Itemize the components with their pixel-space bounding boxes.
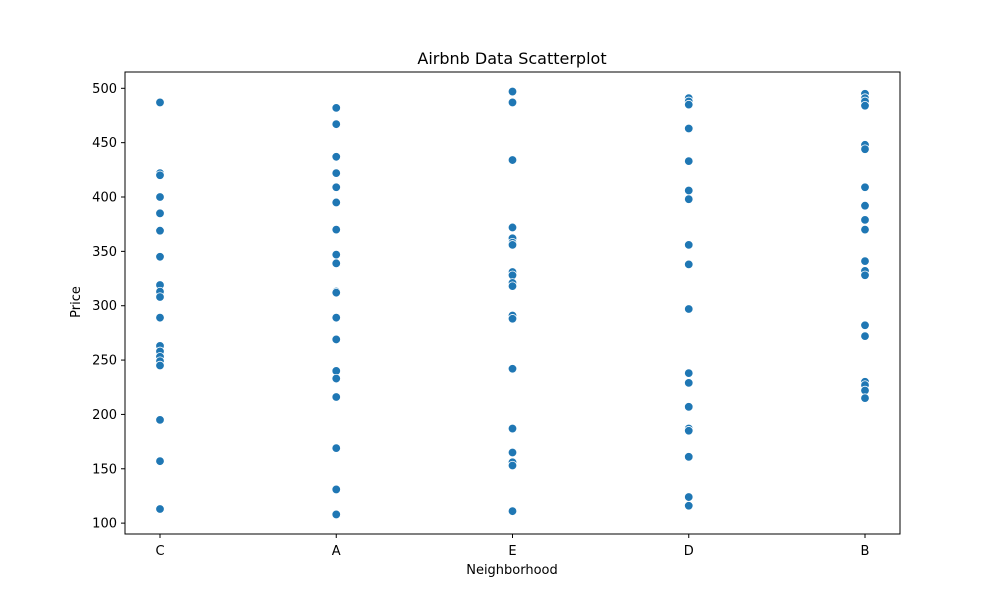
data-point (155, 252, 165, 262)
data-point (507, 423, 518, 434)
x-axis-label: Neighborhood (466, 563, 558, 578)
data-point (860, 144, 870, 154)
data-point (684, 402, 694, 412)
data-point (860, 331, 870, 341)
data-point (155, 360, 165, 371)
data-point (331, 168, 341, 178)
data-point (507, 222, 518, 233)
y-tick-label: 350 (92, 245, 117, 260)
data-point (507, 97, 518, 108)
y-tick-label: 250 (92, 354, 117, 369)
data-point (860, 201, 870, 211)
data-point (155, 226, 165, 236)
data-point (331, 197, 341, 208)
data-point (684, 304, 694, 314)
data-point (331, 119, 341, 129)
data-point (684, 156, 694, 166)
data-point (155, 456, 165, 466)
data-point (331, 509, 341, 520)
y-tick-label: 200 (92, 408, 117, 423)
y-tick-label: 400 (92, 191, 117, 206)
data-point (331, 334, 341, 345)
y-tick-label: 500 (92, 82, 117, 97)
data-point (860, 182, 870, 192)
data-point (507, 155, 518, 165)
data-point (155, 97, 165, 108)
data-point (507, 460, 518, 471)
data-point (684, 492, 694, 502)
data-point (684, 185, 694, 196)
data-point (860, 100, 870, 111)
data-point (155, 208, 165, 219)
data-point (684, 99, 694, 110)
data-point (507, 447, 518, 458)
data-point (155, 504, 165, 514)
data-point (684, 378, 694, 388)
data-point (507, 364, 518, 374)
data-point (684, 368, 694, 378)
data-point (155, 312, 165, 323)
data-point (331, 103, 341, 113)
data-point (860, 224, 870, 235)
x-tick-label: E (508, 544, 516, 559)
data-point (684, 123, 694, 134)
y-tick-label: 300 (92, 299, 117, 314)
data-point (507, 314, 518, 324)
y-tick-label: 450 (92, 136, 117, 151)
data-point (155, 415, 165, 425)
data-point (331, 182, 341, 192)
data-point (331, 249, 341, 260)
chart-title: Airbnb Data Scatterplot (417, 49, 606, 68)
data-point (155, 170, 165, 180)
plot-layer: 100 150 200 250 300 350 400 450 500 C A E D B (92, 71, 901, 559)
data-point (860, 270, 870, 280)
data-point (331, 152, 341, 162)
data-point (331, 287, 341, 298)
data-point (684, 426, 694, 436)
data-point (155, 192, 165, 202)
data-point (331, 224, 341, 235)
data-point (507, 281, 518, 291)
x-tick-label: A (332, 544, 341, 559)
data-point (331, 443, 341, 453)
data-point (155, 292, 165, 302)
data-point (684, 259, 694, 270)
data-point (331, 373, 341, 384)
y-tick-label: 100 (92, 517, 117, 532)
data-point (331, 258, 341, 269)
data-point (860, 256, 870, 266)
data-point (684, 194, 694, 204)
y-tick-label: 150 (92, 462, 117, 477)
data-point (331, 392, 341, 402)
data-point (507, 86, 518, 97)
data-point (507, 506, 518, 516)
x-tick-label: C (155, 544, 164, 559)
data-point (331, 312, 341, 323)
data-point (860, 320, 870, 330)
data-point (331, 484, 341, 495)
data-point (507, 240, 518, 250)
data-point (684, 452, 694, 462)
data-point (684, 240, 694, 250)
data-point (684, 501, 694, 511)
y-axis-label: Price (69, 286, 84, 318)
data-point (860, 215, 870, 225)
data-point (860, 393, 870, 403)
x-tick-label: B (861, 544, 870, 559)
x-tick-label: D (684, 544, 694, 559)
